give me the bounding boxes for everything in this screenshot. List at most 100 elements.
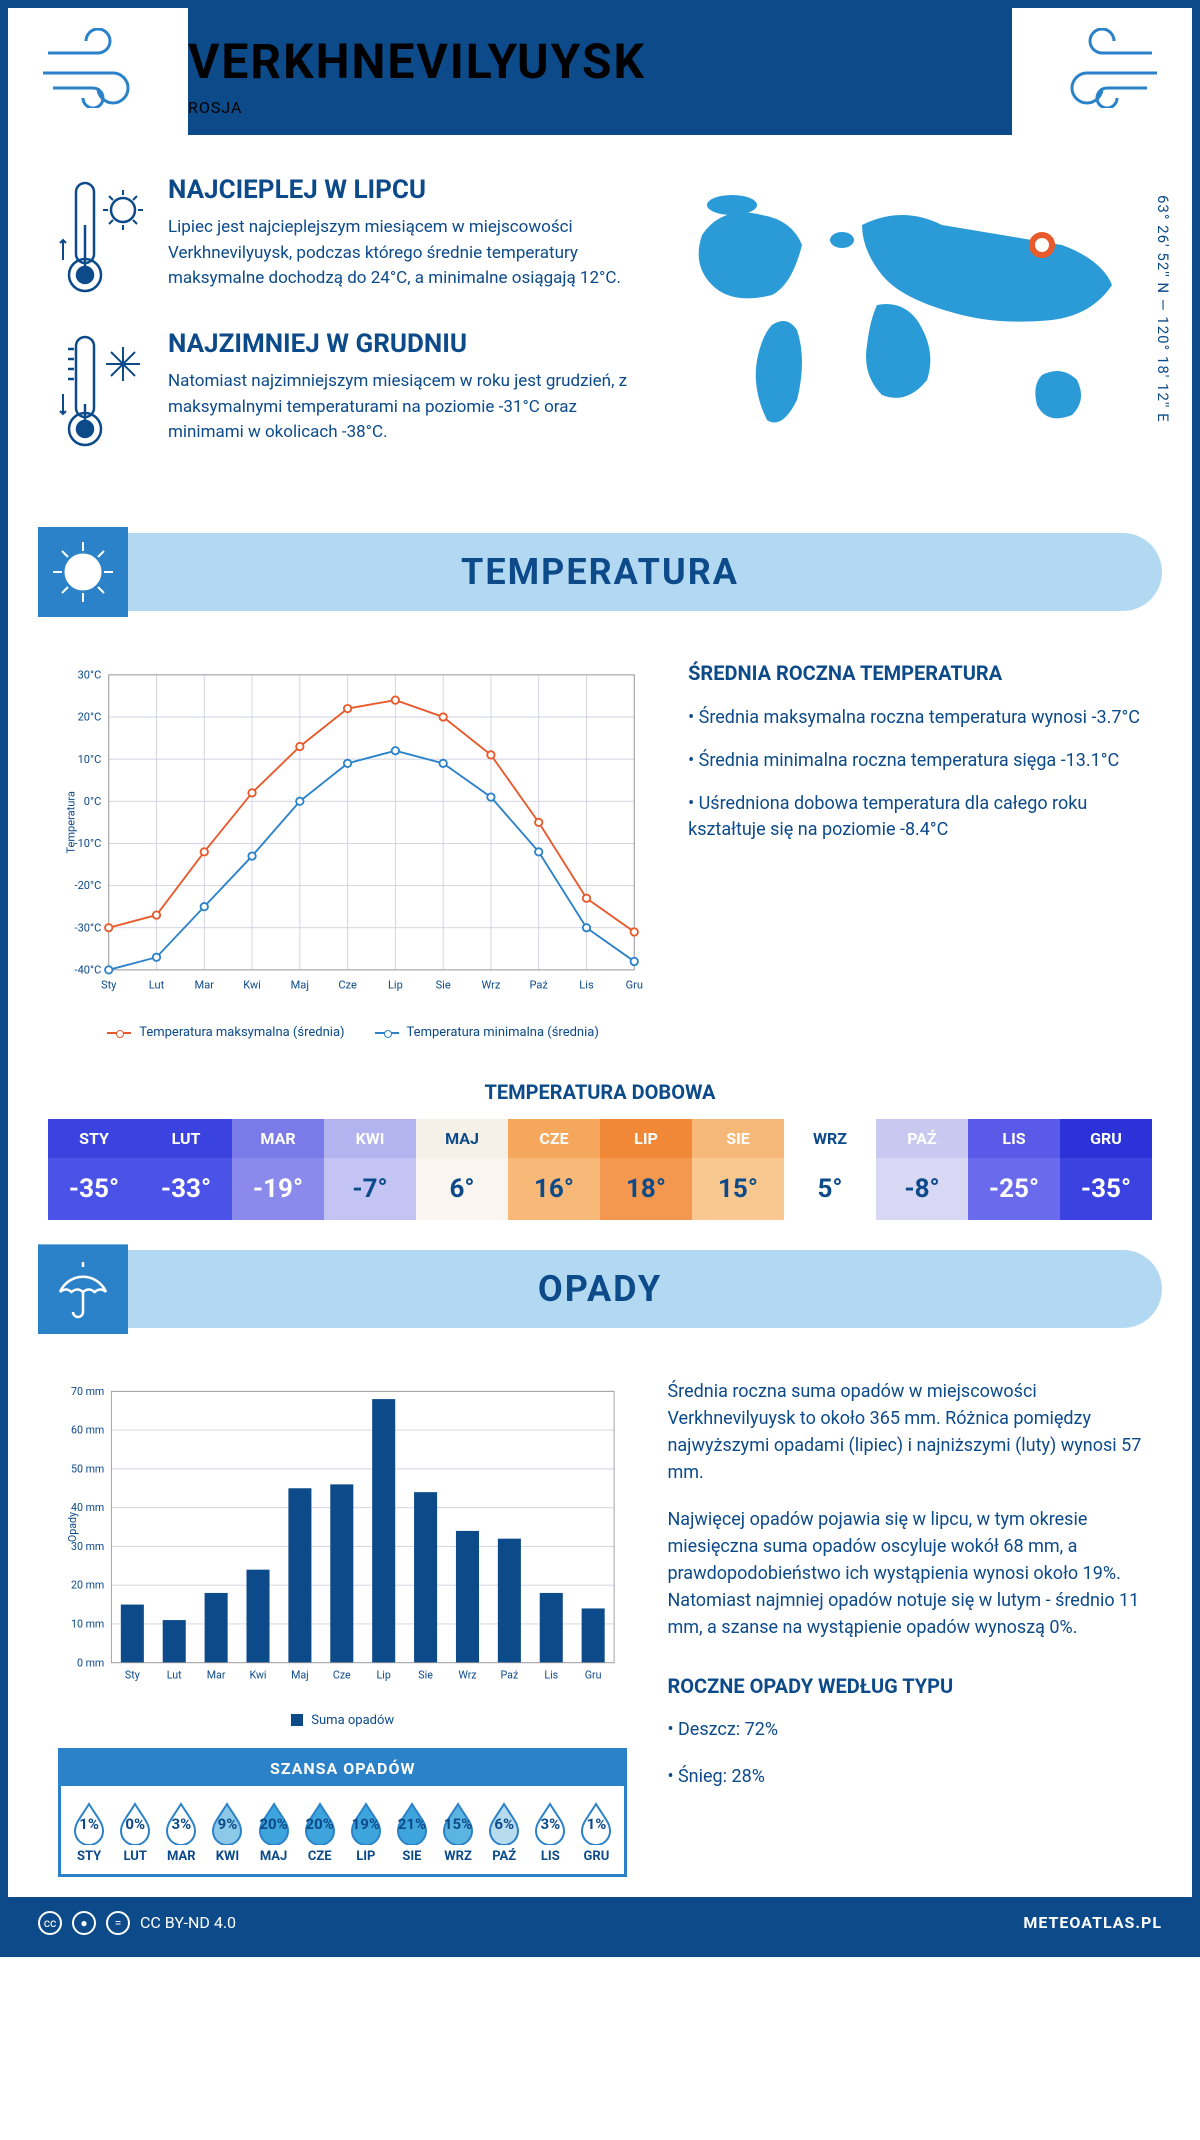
svg-text:Wrz: Wrz [481, 978, 500, 991]
precip-type-item: • Śnieg: 28% [667, 1763, 1142, 1790]
temp-info-bullet: • Uśredniona dobowa temperatura dla całe… [688, 791, 1142, 841]
chance-percent: 19% [352, 1815, 380, 1833]
chance-month-label: MAR [158, 1849, 204, 1864]
daily-temp-value: -33° [140, 1158, 232, 1220]
chance-cell: 21% SIE [389, 1801, 435, 1864]
svg-text:70 mm: 70 mm [71, 1385, 104, 1398]
daily-cell: MAR-19° [232, 1119, 324, 1220]
header-banner: VERKHNEVILYUYSK ROSJA [188, 8, 1012, 135]
svg-text:0 mm: 0 mm [77, 1657, 104, 1670]
daily-month-label: SIE [692, 1119, 784, 1158]
chance-month-label: WRZ [435, 1849, 481, 1864]
warmest-body: Lipiec jest najcieplejszym miesiącem w m… [168, 215, 632, 292]
thermometer-hot-icon [58, 175, 148, 299]
daily-cell: MAJ6° [416, 1119, 508, 1220]
temp-info-bullet: • Średnia minimalna roczna temperatura s… [688, 748, 1142, 773]
chance-month-label: LUT [112, 1849, 158, 1864]
svg-text:Cze: Cze [333, 1669, 351, 1682]
legend-label: Temperatura minimalna (średnia) [407, 1025, 599, 1040]
svg-text:Lip: Lip [388, 978, 403, 991]
chance-cell: 3% LIS [527, 1801, 573, 1864]
chance-month-label: CZE [297, 1849, 343, 1864]
svg-text:Lip: Lip [377, 1669, 391, 1682]
daily-month-label: PAŹ [876, 1119, 968, 1158]
chance-cell: 9% KWI [204, 1801, 250, 1864]
footer-left: cc ● = CC BY-ND 4.0 [38, 1911, 236, 1935]
daily-month-label: CZE [508, 1119, 600, 1158]
temperature-info: ŚREDNIA ROCZNA TEMPERATURA • Średnia mak… [688, 661, 1142, 1040]
svg-text:Sty: Sty [125, 1669, 140, 1682]
svg-text:Mar: Mar [195, 978, 215, 991]
daily-cell: STY-35° [48, 1119, 140, 1220]
svg-text:Lut: Lut [167, 1669, 182, 1682]
precip-legend-label: Suma opadów [311, 1713, 394, 1728]
drop-icon: 19% [348, 1801, 384, 1845]
precip-para-1: Średnia roczna suma opadów w miejscowośc… [667, 1378, 1142, 1486]
chance-cell: 20% MAJ [251, 1801, 297, 1864]
precip-chart: 0 mm10 mm20 mm30 mm40 mm50 mm60 mm70 mmS… [58, 1378, 627, 1876]
svg-text:Lut: Lut [149, 978, 165, 991]
temp-legend-item: .legend-swatch[style*='#2b82c9']::after{… [375, 1025, 599, 1040]
svg-text:-20°C: -20°C [75, 879, 102, 892]
location-marker [1032, 235, 1052, 255]
chance-month-label: KWI [204, 1849, 250, 1864]
drop-icon: 21% [394, 1801, 430, 1845]
svg-text:Gru: Gru [585, 1669, 602, 1682]
svg-text:Temperatura: Temperatura [65, 791, 78, 853]
temp-legend: .legend-swatch[style*='#e8592b']::after{… [58, 1025, 648, 1040]
country-name: ROSJA [188, 98, 1012, 117]
svg-text:Cze: Cze [338, 978, 357, 991]
drop-icon: 15% [440, 1801, 476, 1845]
drop-icon: 3% [532, 1801, 568, 1845]
chance-box: SZANSA OPADÓW 1% STY 0% LUT 3% MAR 9% KW… [58, 1748, 627, 1877]
chance-percent: 3% [171, 1815, 191, 1833]
cc-icon: cc [38, 1911, 62, 1935]
chance-percent: 1% [587, 1815, 607, 1833]
temperature-heading: TEMPERATURA [38, 551, 1162, 593]
chance-month-label: STY [66, 1849, 112, 1864]
daily-cell: LUT-33° [140, 1119, 232, 1220]
chance-cell: 20% CZE [297, 1801, 343, 1864]
chance-month-label: SIE [389, 1849, 435, 1864]
svg-text:Mar: Mar [207, 1669, 226, 1682]
chance-percent: 1% [79, 1815, 99, 1833]
daily-month-label: LUT [140, 1119, 232, 1158]
legend-label: Temperatura maksymalna (średnia) [139, 1025, 344, 1040]
daily-temp-value: 18° [600, 1158, 692, 1220]
svg-text:Maj: Maj [291, 978, 309, 991]
drop-icon: 9% [209, 1801, 245, 1845]
daily-temp-value: 6° [416, 1158, 508, 1220]
svg-text:Opady: Opady [66, 1512, 79, 1542]
svg-text:10°C: 10°C [78, 753, 102, 766]
chance-percent: 15% [444, 1815, 472, 1833]
drop-icon: 3% [163, 1801, 199, 1845]
daily-month-label: WRZ [784, 1119, 876, 1158]
daily-month-label: LIS [968, 1119, 1060, 1158]
chance-percent: 3% [540, 1815, 560, 1833]
daily-month-label: MAR [232, 1119, 324, 1158]
daily-temp-title: TEMPERATURA DOBOWA [8, 1080, 1192, 1104]
chance-cell: 1% GRU [573, 1801, 619, 1864]
daily-cell: LIP18° [600, 1119, 692, 1220]
daily-temp-value: 16° [508, 1158, 600, 1220]
temperature-section-header: TEMPERATURA [38, 533, 1162, 611]
coldest-text: NAJZIMNIEJ W GRUDNIU Natomiast najzimnie… [168, 329, 632, 453]
svg-text:Gru: Gru [626, 978, 643, 991]
chance-month-label: LIS [527, 1849, 573, 1864]
precip-legend: Suma opadów [58, 1713, 627, 1728]
chance-cell: 6% PAŹ [481, 1801, 527, 1864]
chance-month-label: LIP [343, 1849, 389, 1864]
temp-info-bullet: • Średnia maksymalna roczna temperatura … [688, 705, 1142, 730]
daily-month-label: LIP [600, 1119, 692, 1158]
chance-percent: 0% [125, 1815, 145, 1833]
drop-icon: 20% [302, 1801, 338, 1845]
precip-heading: OPADY [38, 1268, 1162, 1310]
daily-month-label: KWI [324, 1119, 416, 1158]
chance-cell: 1% STY [66, 1801, 112, 1864]
temperature-row: -40°C-30°C-20°C-10°C0°C10°C20°C30°CStyLu… [8, 631, 1192, 1070]
svg-text:-40°C: -40°C [75, 964, 102, 977]
daily-temp-value: -35° [1060, 1158, 1152, 1220]
daily-temp-value: 5° [784, 1158, 876, 1220]
chance-cell: 15% WRZ [435, 1801, 481, 1864]
svg-text:-30°C: -30°C [75, 921, 102, 934]
